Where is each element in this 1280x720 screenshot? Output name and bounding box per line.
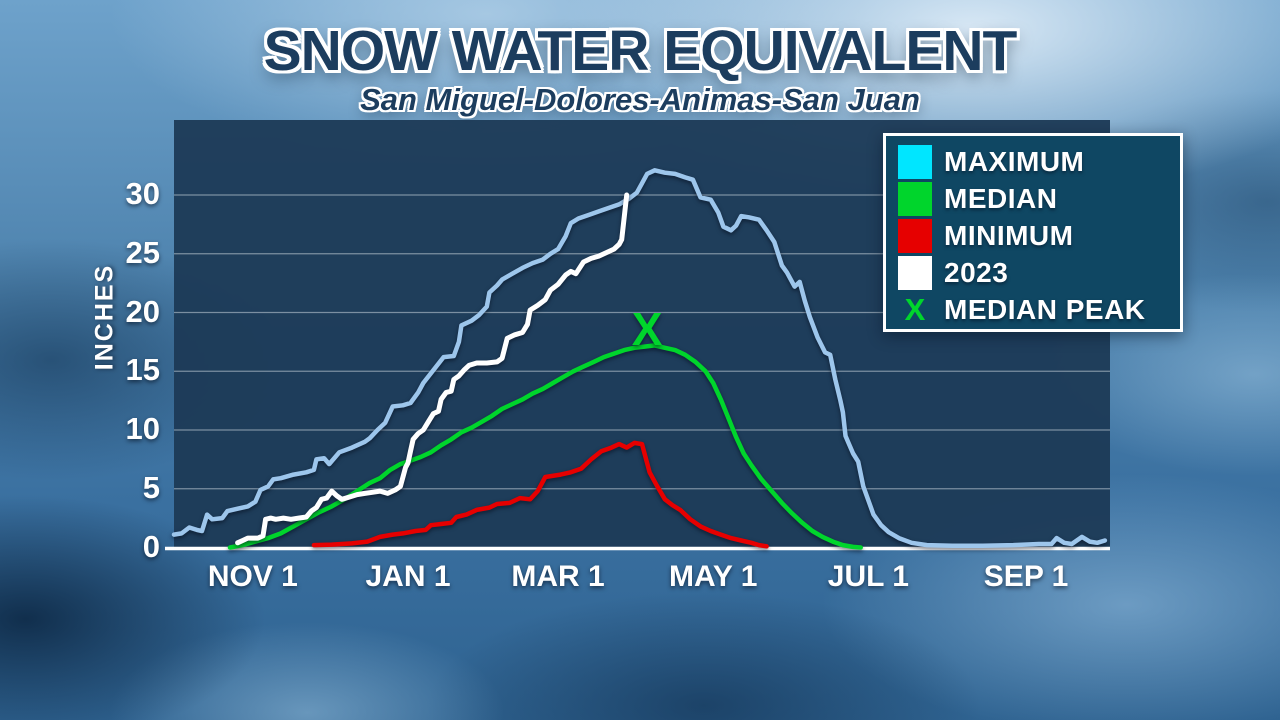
y-tick-label-20: 20	[125, 293, 160, 329]
legend-swatch-median	[898, 181, 932, 216]
chart-subtitle: San Miguel-Dolores-Animas-San Juan	[360, 82, 920, 117]
legend-swatch-minimum	[898, 218, 932, 253]
legend-rows: MAXIMUM MEDIAN MINIMUM 2023 X MEDIAN PEAK	[898, 143, 1180, 328]
series-line-median	[227, 343, 863, 550]
x-tick-label-jan-1: JAN 1	[365, 560, 451, 593]
x-tick-label-may-1: MAY 1	[669, 560, 758, 593]
y-tick-label-0: 0	[142, 528, 160, 564]
x-tick-label-jul-1: JUL 1	[827, 560, 909, 593]
legend-item-minimum: MINIMUM	[898, 217, 1180, 254]
legend-label: MEDIAN PEAK	[944, 293, 1146, 325]
x-tick-label-mar-1: MAR 1	[511, 560, 605, 593]
median-peak-marker: X	[632, 303, 663, 355]
legend-item-median: MEDIAN	[898, 180, 1180, 217]
legend-item-median-peak: X MEDIAN PEAK	[898, 291, 1180, 328]
y-tick-label-5: 5	[142, 469, 160, 505]
legend-label: MAXIMUM	[944, 145, 1085, 177]
legend-label: MINIMUM	[944, 219, 1074, 251]
x-tick-label-nov-1: NOV 1	[207, 560, 298, 593]
legend-label: 2023	[944, 256, 1009, 288]
y-tick-label-15: 15	[125, 352, 160, 388]
series-line-maximum	[171, 168, 1108, 548]
legend-item-2023: 2023	[898, 254, 1180, 291]
legend-swatch-2023	[898, 255, 932, 290]
y-tick-label-10: 10	[125, 411, 160, 446]
series-line-2023	[235, 192, 630, 546]
legend-x-marker-icon: X	[904, 291, 926, 327]
x-tick-label-sep-1: SEP 1	[983, 560, 1069, 593]
chart-legend: MAXIMUM MEDIAN MINIMUM 2023 X MEDIAN PEAK	[883, 133, 1183, 332]
y-tick-label-25: 25	[125, 234, 160, 270]
chart-title: SNOW WATER EQUIVALENT	[263, 19, 1018, 83]
legend-swatch-maximum	[898, 144, 932, 179]
y-tick-label-30: 30	[125, 176, 160, 211]
legend-label: MEDIAN	[944, 182, 1058, 214]
series-line-minimum	[311, 440, 769, 549]
legend-item-maximum: MAXIMUM	[898, 143, 1180, 180]
